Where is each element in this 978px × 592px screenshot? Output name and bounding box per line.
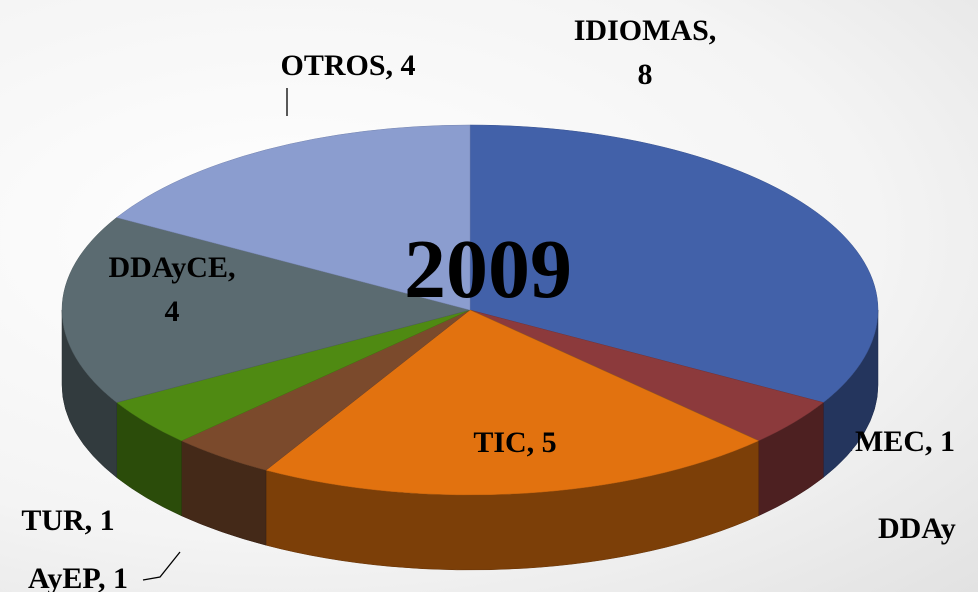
data-label: TIC, 5 <box>473 426 556 459</box>
slice <box>116 124 471 311</box>
slice <box>469 124 879 403</box>
data-label: TUR, 1 <box>21 504 114 537</box>
leader-line <box>142 551 181 581</box>
data-label: OTROS, 4 <box>280 49 415 82</box>
data-labels: IDIOMAS, 8 MEC, 1 DDAy TIC, 5 AyEP, 1 TUR, 1 DD… <box>21 14 955 592</box>
data-label: MEC, 1 <box>855 425 955 458</box>
data-label: DDAyCE, 4 <box>109 251 236 328</box>
data-label: AyEP, 1 <box>28 562 128 592</box>
slice <box>265 309 760 496</box>
data-label: DDAy <box>878 512 956 545</box>
pie <box>61 124 879 571</box>
slice <box>61 217 471 403</box>
data-label: IDIOMAS, 8 <box>574 14 717 91</box>
chart-title: 2009 <box>404 223 572 316</box>
